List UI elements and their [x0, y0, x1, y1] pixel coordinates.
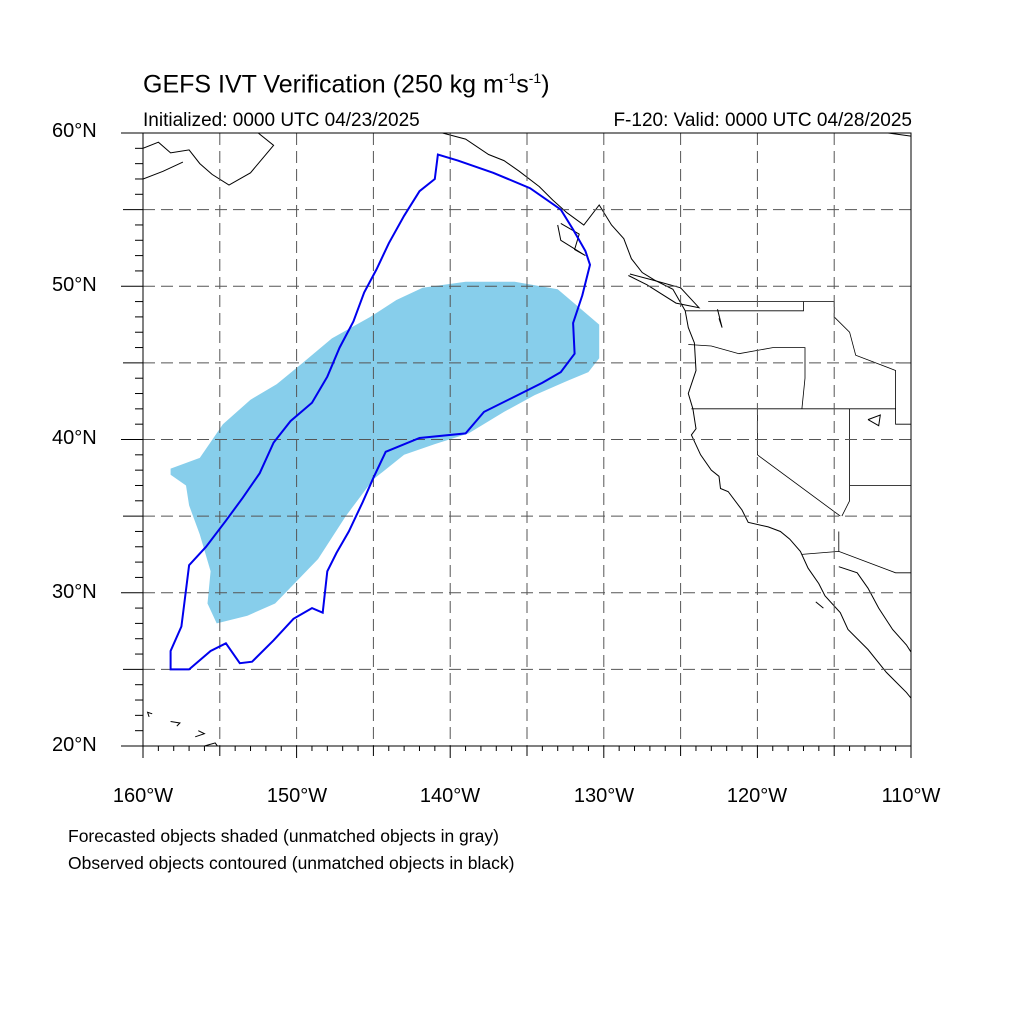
observed-object-layer: [169, 153, 592, 671]
coastline: [815, 601, 824, 609]
grid-layer: [143, 133, 911, 746]
lon-label-150w: 150°W: [266, 785, 328, 807]
coastline: [557, 222, 586, 257]
init-time-label: Initialized: 0000 UTC 04/23/2025: [143, 110, 420, 131]
state-border: [691, 408, 911, 425]
state-border: [803, 301, 896, 409]
lat-label-20: 20°N: [52, 734, 97, 756]
coastline: [717, 309, 723, 328]
coastline: [442, 133, 686, 312]
lon-label-160w: 160°W: [112, 785, 174, 807]
coastline: [867, 414, 881, 427]
state-border: [688, 344, 806, 409]
chart-title: GEFS IVT Verification (250 kg m-1s-1): [143, 70, 550, 99]
observed-note: Observed objects contoured (unmatched ob…: [68, 853, 515, 873]
coastline: [146, 711, 153, 718]
lat-label-30: 30°N: [52, 581, 97, 603]
coastline: [887, 133, 911, 137]
lon-label-140w: 140°W: [419, 785, 481, 807]
valid-time-label: F-120: Valid: 0000 UTC 04/28/2025: [613, 110, 912, 131]
coastline: [628, 273, 701, 309]
state-border: [685, 301, 804, 312]
lat-label-50: 50°N: [52, 274, 97, 296]
lon-label-110w: 110°W: [881, 785, 941, 807]
coastline: [170, 721, 181, 727]
state-border: [841, 408, 850, 517]
observed-ivt-contour: [169, 153, 592, 671]
lon-label-120w: 120°W: [726, 785, 788, 807]
tick-layer: [121, 132, 912, 758]
state-border: [801, 550, 911, 574]
coastline: [684, 310, 911, 699]
coastline: [143, 133, 275, 186]
coastline: [143, 161, 184, 180]
state-border: [757, 408, 841, 517]
coastline: [195, 730, 206, 738]
state-border: [849, 485, 911, 486]
forecast-note: Forecasted objects shaded (unmatched obj…: [68, 826, 499, 846]
coastline: [838, 566, 911, 653]
lon-label-130w: 130°W: [573, 785, 635, 807]
lat-label-60: 60°N: [52, 120, 97, 142]
lat-label-40: 40°N: [52, 427, 97, 449]
